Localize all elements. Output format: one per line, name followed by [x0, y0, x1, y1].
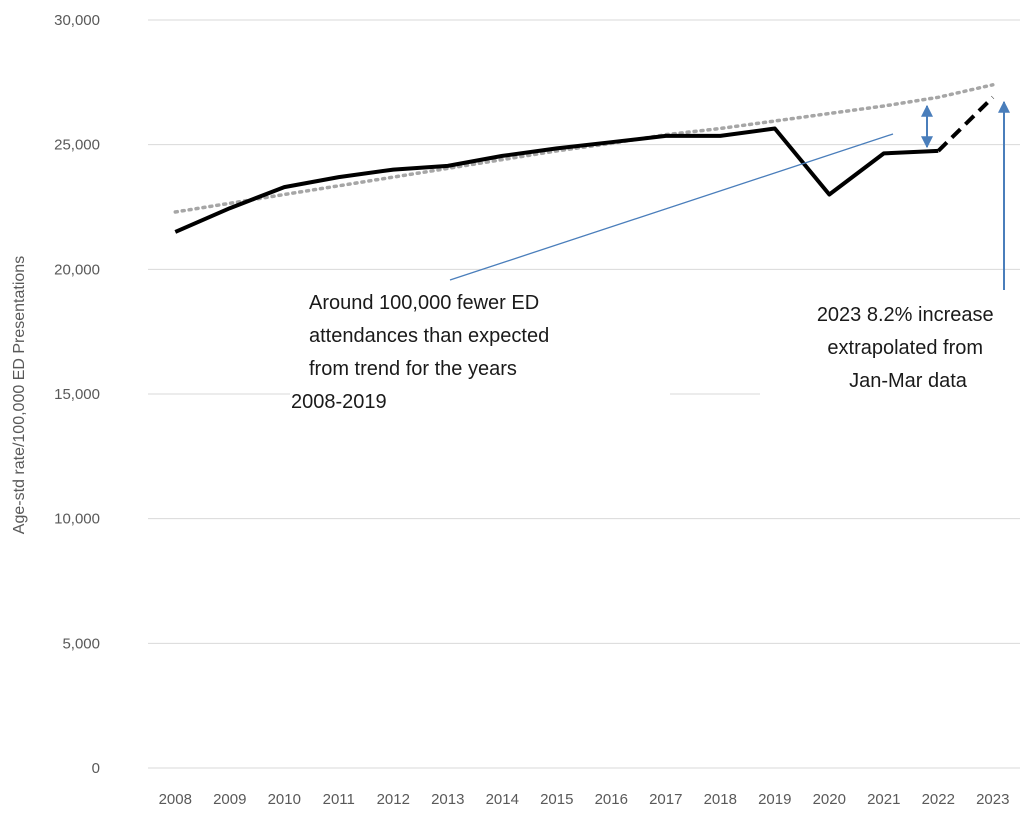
annotations: Around 100,000 fewer ED attendances than…: [290, 100, 1020, 413]
y-tick-label: 15,000: [54, 386, 100, 403]
y-tick-label: 5,000: [62, 635, 100, 652]
annotation-backdrop: [290, 380, 670, 404]
annotation-backdrop: [760, 380, 1020, 404]
series-line-dotted: [173, 83, 995, 214]
x-tick-label: 2008: [159, 791, 192, 808]
y-axis-ticks: 0 5,000 10,000 15,000 20,000 25,000 30,000: [54, 12, 100, 777]
x-tick-label: 2013: [431, 791, 464, 808]
y-axis-label: Age-std rate/100,000 ED Presentations: [11, 256, 28, 534]
x-tick-label: 2022: [922, 791, 955, 808]
x-tick-label: 2020: [813, 791, 846, 808]
x-tick-label: 2014: [486, 791, 519, 808]
y-tick-label: 20,000: [54, 261, 100, 278]
y-tick-label: 25,000: [54, 137, 100, 154]
x-tick-label: 2017: [649, 791, 682, 808]
x-tick-label: 2010: [268, 791, 301, 808]
y-tick-label: 30,000: [54, 12, 100, 29]
x-tick-label: 2023: [976, 791, 1009, 808]
x-tick-label: 2011: [323, 791, 355, 808]
annotation-pointer-line: [449, 133, 894, 281]
series-line-dashed: [936, 95, 995, 153]
x-tick-label: 2009: [213, 791, 246, 808]
x-tick-label: 2018: [704, 791, 737, 808]
x-tick-label: 2012: [377, 791, 410, 808]
x-tick-label: 2021: [867, 791, 900, 808]
x-tick-label: 2015: [540, 791, 573, 808]
x-axis-ticks: 2008 2009 2010 2011 2012 2013 2014 2015 2016 2017…: [159, 791, 1010, 808]
x-tick-label: 2019: [758, 791, 791, 808]
annotation-fewer-attendances: Around 100,000 fewer ED attendances than…: [291, 292, 555, 413]
y-tick-label: 10,000: [54, 511, 100, 528]
x-tick-label: 2016: [595, 791, 628, 808]
series-line-solid: [174, 126, 939, 234]
annotation-2023-increase: 2023 8.2% increase extrapolated from Jan…: [817, 304, 999, 392]
y-tick-label: 0: [92, 760, 100, 777]
series: [173, 83, 995, 234]
